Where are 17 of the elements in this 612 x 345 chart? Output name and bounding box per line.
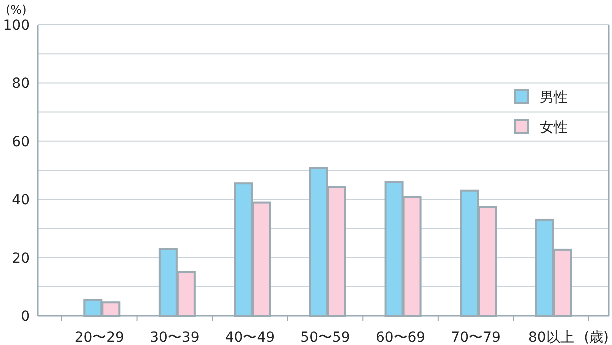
y-tick-label: 100 (3, 18, 30, 34)
x-tick-label: 60〜69 (376, 330, 426, 345)
y-tick-label: 80 (12, 76, 30, 92)
y-tick-label: 60 (12, 134, 30, 150)
x-axis-title: (歳) (584, 330, 609, 345)
x-tick-label: 50〜59 (300, 330, 350, 345)
y-tick-label: 0 (21, 309, 30, 325)
x-tick-label: 40〜49 (225, 330, 276, 345)
legend-label: 男性 (540, 90, 568, 106)
y-axis-title: (%) (6, 3, 27, 17)
x-tick-label: 80以上 (528, 330, 574, 345)
y-tick-label: 40 (12, 192, 30, 209)
x-tick-label: 70〜79 (451, 330, 501, 345)
legend-label: 女性 (540, 120, 568, 136)
y-tick-label: 20 (12, 250, 30, 267)
x-tick-label: 30〜39 (150, 330, 200, 345)
x-tick-label: 20〜29 (74, 330, 124, 345)
